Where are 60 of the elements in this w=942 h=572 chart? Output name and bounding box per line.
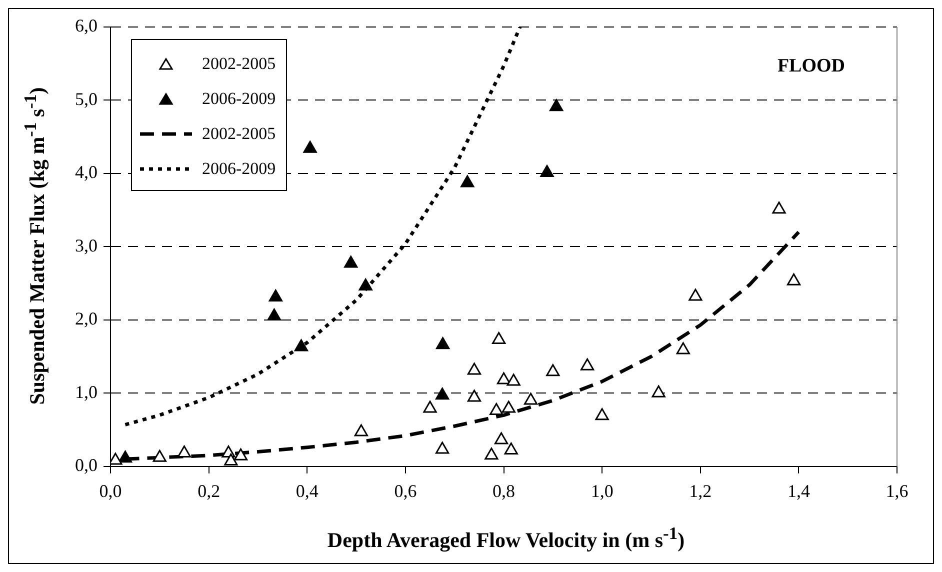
legend-label: 2006-2009 [202,88,276,108]
point [496,372,511,384]
point [118,450,132,463]
point [354,424,368,436]
point [540,164,554,177]
x-tick-label: 0,4 [296,480,318,501]
point [580,358,594,370]
point [546,364,560,376]
point [550,99,564,112]
y-tick-label: 1,0 [75,382,98,402]
point [268,289,282,302]
point [177,445,192,458]
point [502,400,516,413]
point [524,392,538,405]
point [772,202,786,214]
point [506,374,520,386]
point [652,385,666,398]
y-tick-label: 2,0 [75,308,98,329]
point [436,337,450,350]
point [294,339,308,352]
legend-label: 2002-2005 [202,54,276,74]
point [467,362,482,375]
legend-label: 2002-2005 [202,124,276,144]
point [435,442,450,454]
x-tick-label: 1,2 [689,480,712,501]
x-tick-label: 1,4 [787,480,810,501]
point [490,402,504,415]
y-tick-label: 3,0 [75,235,98,256]
x-tick-label: 0,8 [492,480,515,501]
point [267,308,282,321]
point [344,256,358,268]
x-tick-label: 1,0 [590,480,614,501]
point [460,175,474,188]
x-tick-label: 1,6 [886,480,908,501]
annotation: FLOOD [777,55,845,76]
point [494,432,508,444]
point [688,288,702,301]
point [423,400,437,413]
point [676,342,690,354]
x-tick-label: 0,2 [198,480,220,501]
point [492,332,506,344]
point [152,450,166,462]
point [467,390,482,402]
point [484,448,498,460]
point [504,442,518,455]
point [224,454,238,466]
y-tick-label: 6,0 [75,16,98,36]
x-tick-label: 0,0 [99,480,122,501]
y-tick-label: 0,0 [75,455,98,476]
point [435,388,450,400]
point [303,140,317,153]
legend-label: 2006-2009 [202,158,276,178]
x-axis-title: Depth Averaged Flow Velocity in (m s$^{-1}$) [326,523,686,553]
y-tick-label: 5,0 [75,88,98,109]
point [358,278,372,290]
x-tick-label: 0,6 [394,480,417,501]
point [234,448,248,460]
y-tick-label: 4,0 [75,162,98,182]
point [786,273,801,286]
point [595,408,609,420]
